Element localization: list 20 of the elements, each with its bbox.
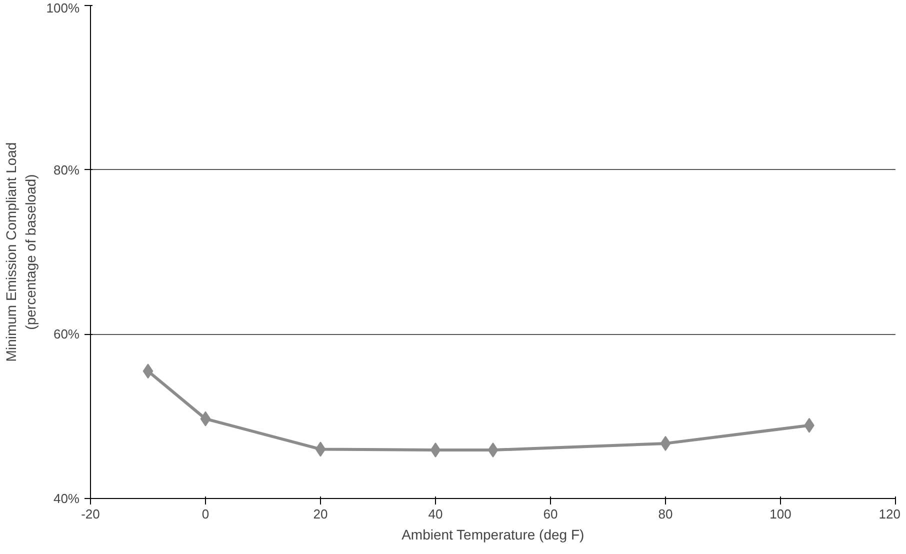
point [660,436,671,451]
point [315,442,326,457]
x-tick-label: 120 [878,506,901,522]
point [488,442,498,458]
y-axis-title: Minimum Emission Compliant Load (percentage of baseload) [3,142,38,362]
y-tick-label: 100% [46,0,80,16]
x-tick-label: 100 [770,506,792,522]
x-axis-title: Ambient Temperature (deg F) [402,526,584,542]
x-tick-label: 60 [543,506,558,522]
x-tick-label: 40 [428,506,443,522]
point [200,411,211,426]
point [430,442,441,458]
point [142,364,154,379]
y-tick-label: 40% [53,491,80,506]
x-tick-label: 20 [313,506,328,522]
y-tick-label: 80% [53,162,80,178]
x-tick-label: -20 [81,506,100,522]
x-tick-label: 0 [202,506,210,522]
x-tick-label: 80 [658,506,673,522]
y-tick-label: 60% [53,326,80,342]
